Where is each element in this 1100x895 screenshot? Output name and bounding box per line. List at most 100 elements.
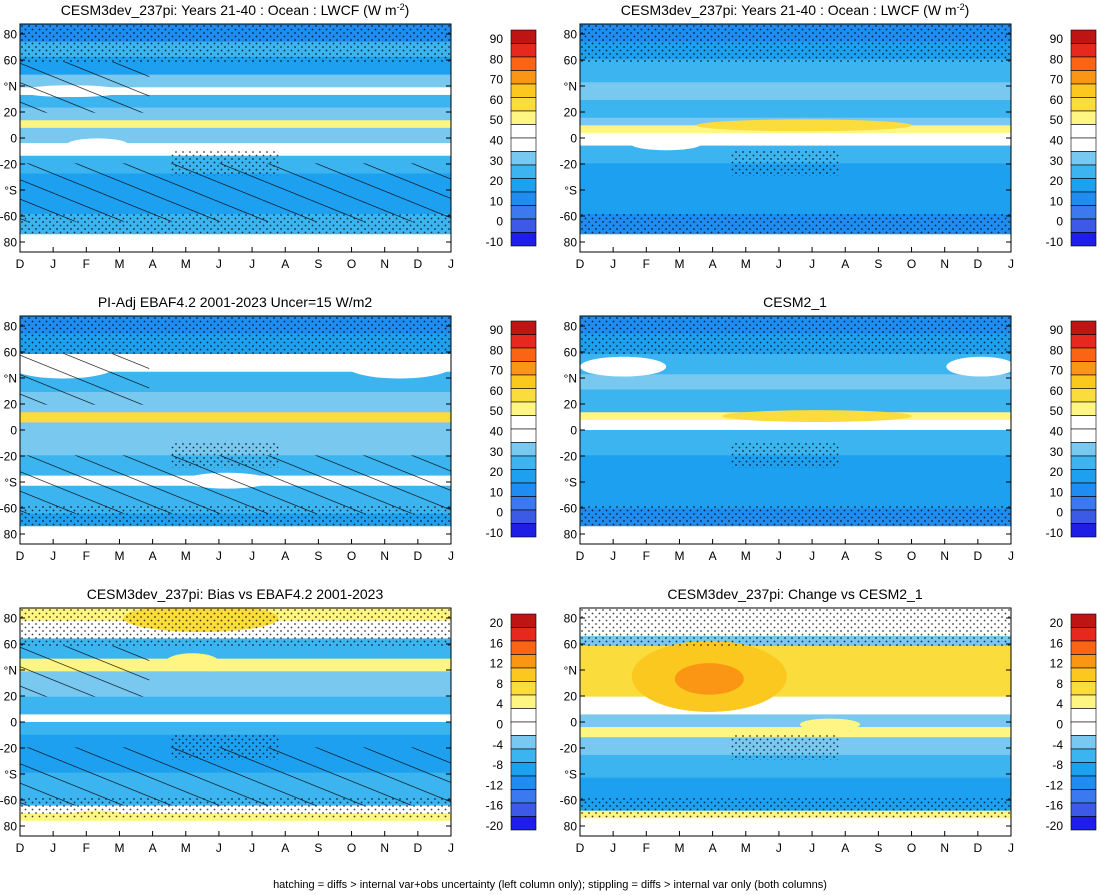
panel-3-plot [19,315,452,545]
panel-2-colorbar-box [1070,205,1097,220]
panel-5-x-tick-label: N [380,841,389,855]
panel-2-colorbar-box [1070,164,1097,179]
panel-6-stippling-south [580,798,1011,819]
panel-4-colorbar: 90 80 70 60 50 40 30 20 10 0 -10 [1046,320,1097,540]
panel-6-y-tick-label: 80 [564,820,578,834]
panel-6-colorbar-label: 4 [1056,697,1063,711]
panel-3-colorbar-box [510,334,537,349]
panel-4: CESM2_1 80 60 °N 20 0 -20 °S -60 80 D J F M A M J J A S O N… [560,294,1014,563]
panel-1: CESM3dev_237pi: Years 21-40 : Ocean : LW… [0,2,454,271]
panel-5-band-7 [20,714,451,723]
panel-2-y-tick-label: °S [564,184,577,198]
panel-3-x-tick-label: M [181,549,191,563]
panel-3-y-tick-label: -60 [0,502,17,516]
panel-4-plot [579,315,1012,545]
panel-1-colorbar-box [510,97,537,112]
panel-3: PI-Adj EBAF4.2 2001-2023 Uncer=15 W/m2 8… [0,294,454,563]
panel-5-stippling-north [20,608,451,646]
panel-6-y-tick-label: -20 [560,742,578,756]
panel-2-x-tick-label: D [576,257,585,271]
panel-5-y-tick-label: 0 [10,716,17,730]
panel-6-colorbar-label: 20 [1050,616,1064,630]
panel-3-y-tick-label: 80 [4,320,18,334]
panel-4-x-tick-label: N [940,549,949,563]
panel-5-colorbar: 20 16 12 8 4 0 -4 -8 -12 -16 -20 [486,613,537,833]
panel-6-band-11 [580,818,1011,836]
panel-1-x-tick-label: D [414,257,423,271]
panel-4-y-tick-label: 0 [570,424,577,438]
panel-5-y-tick-label: 80 [4,820,18,834]
panel-5-x-tick-label: A [149,841,157,855]
panel-5-colorbar-label: 12 [490,657,504,671]
figure-footnote: hatching = diffs > internal var+obs unce… [273,879,827,891]
panel-4-band-5 [580,389,1011,413]
panel-6-colorbar-label: 8 [1056,677,1063,691]
panel-3-x-tick-label: J [448,549,454,563]
panel-6-y-tick-label: -60 [560,794,578,808]
panel-5-colorbar-label: -4 [492,738,503,752]
panel-1-colorbar-label: 10 [490,194,504,208]
panel-2-colorbar-label: 70 [1050,73,1064,87]
panel-4-y-tick-label: 80 [564,528,578,542]
panel-1-x-tick-label: S [314,257,322,271]
panel-6-plot [579,607,1012,837]
panel-4-x-tick-label: S [874,549,882,563]
panel-2-colorbar: 90 80 70 60 50 40 30 20 10 0 -10 [1046,29,1097,249]
panel-3-colorbar-box [510,509,537,524]
panel-4-x-tick-label: M [741,549,751,563]
panel-6-colorbar-label: -20 [1046,819,1064,833]
panel-1-band-5 [20,87,451,96]
panel-2-y-tick-label: -60 [560,210,578,224]
panel-5-band-6 [20,696,451,715]
panel-1-y-tick-label: °N [4,80,17,94]
panel-2-x-tick-label: N [940,257,949,271]
panel-2-colorbar-box [1070,83,1097,98]
panel-2-x-tick-label: D [974,257,983,271]
panel-2-y-tick-label: 20 [564,106,578,120]
panel-5-x-tick-label: F [83,841,90,855]
panel-2-y-tick-label: -20 [560,158,578,172]
panel-6-y-tick-label: °N [564,664,577,678]
panel-1-x-tick-label: M [181,257,191,271]
panel-4-x-tick-label: D [974,549,983,563]
panel-3-x-tick-label: N [380,549,389,563]
panel-2-colorbar-box [1070,124,1097,139]
panel-2-x-tick-label: M [741,257,751,271]
panel-3-colorbar-label: 50 [490,404,504,418]
panel-2-colorbar-label: 20 [1050,174,1064,188]
panel-2-feature-1 [631,138,701,151]
panel-3-colorbar-box [510,482,537,497]
panel-2-colorbar-label: 10 [1050,194,1064,208]
panel-6-colorbar-box [1070,735,1097,750]
panel-2-band-4 [580,82,1011,101]
panel-6-x-tick-label: F [643,841,650,855]
panel-6-colorbar-label: 0 [1056,718,1063,732]
panel-4-x-tick-label: J [809,549,815,563]
panel-2-colorbar-label: 30 [1050,154,1064,168]
panel-6-colorbar-label: 12 [1050,657,1064,671]
panel-6-y-tick-label: 80 [564,612,578,626]
panel-1-band-14 [20,234,451,252]
panel-3-y-tick-label: 0 [10,424,17,438]
panel-6-band-6 [580,727,1011,738]
panel-1-hatching-north [20,62,150,113]
panel-2-colorbar-label: 80 [1050,52,1064,66]
panel-3-colorbar-box [510,442,537,457]
panel-3-colorbar-box [510,374,537,389]
panel-1-hatching-south [20,163,451,222]
panel-6-feature-3 [799,718,861,731]
panel-6: CESM3dev_237pi: Change vs CESM2_1 80 60 °N… [560,586,1014,855]
panel-4-x-tick-label: M [674,549,684,563]
panel-5-colorbar-box [510,708,537,723]
panel-3-colorbar-label: 10 [490,485,504,499]
panel-5-y-tick-label: 80 [4,612,18,626]
panel-4-feature-2 [946,356,1011,377]
panel-5-colorbar-box [510,748,537,763]
panel-2-x-tick-label: M [674,257,684,271]
panel-6-colorbar-label: -8 [1052,758,1063,772]
panel-3-x-tick-label: D [16,549,25,563]
panel-4-stippling-north [580,316,1011,354]
panel-5-colorbar-box [510,654,537,669]
panel-1-x-tick-label: D [16,257,25,271]
